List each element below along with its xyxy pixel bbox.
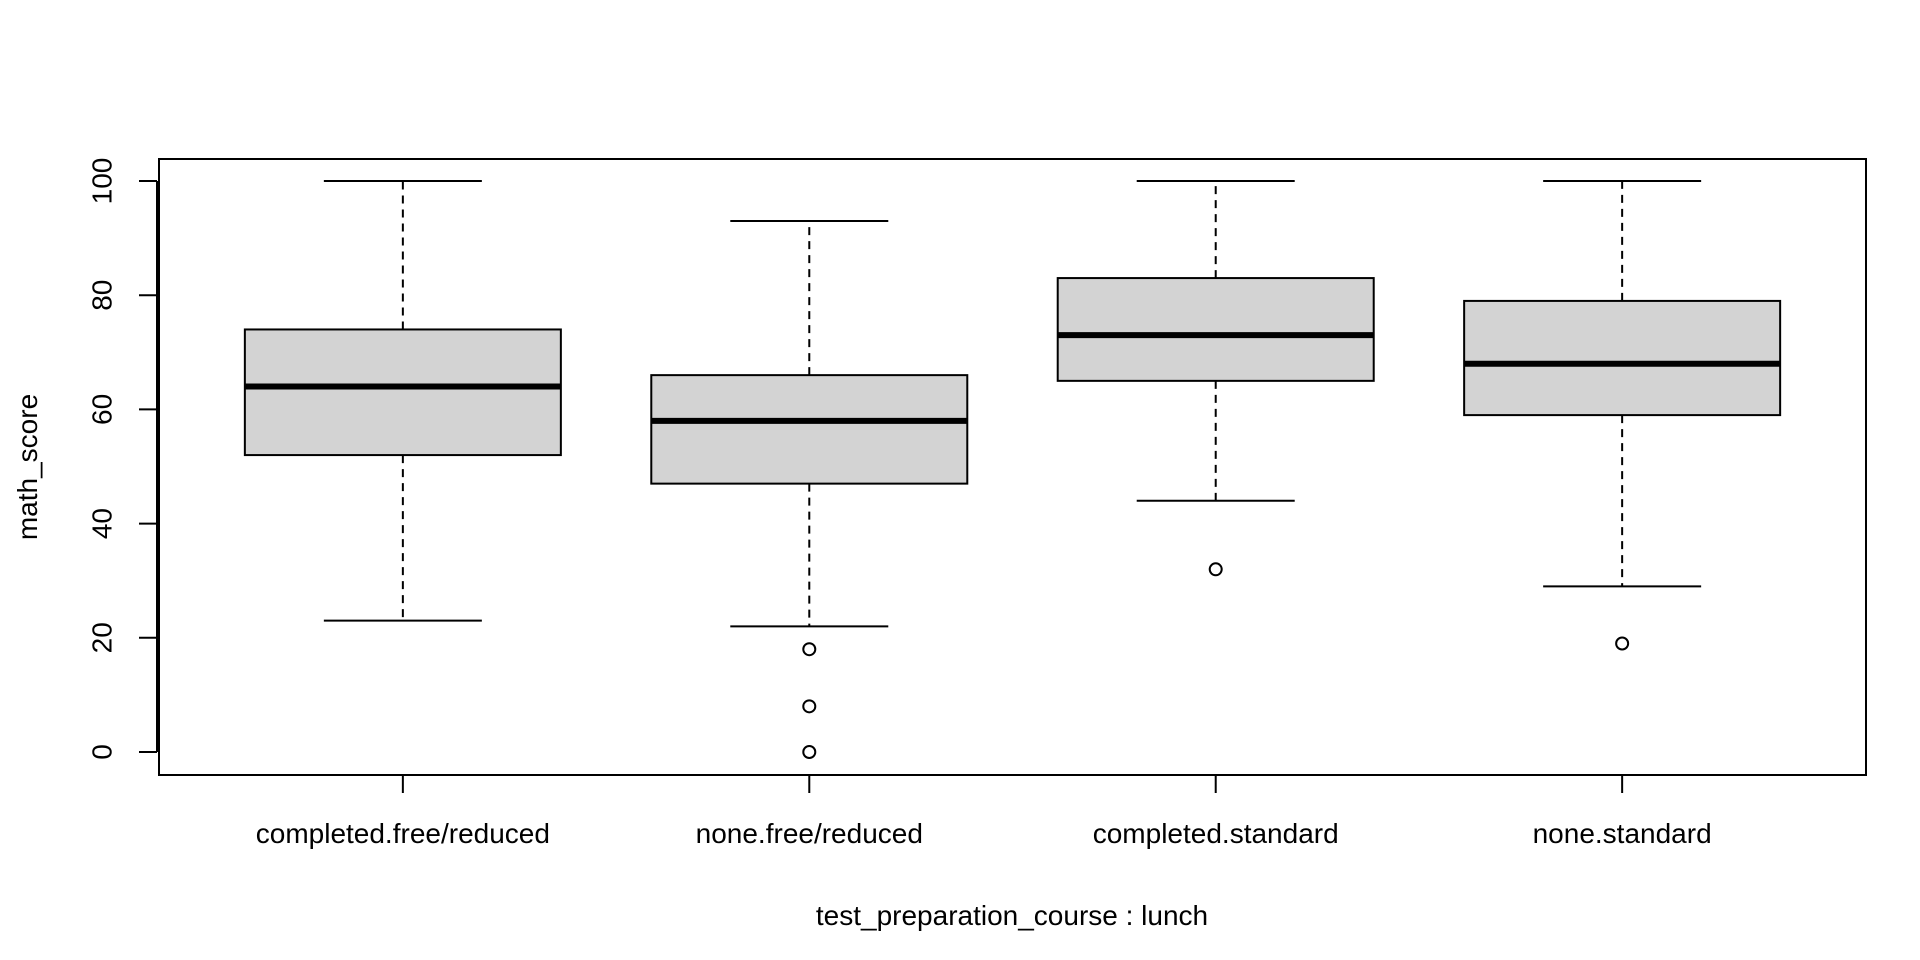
box-group	[1056, 180, 1375, 577]
box-series	[243, 180, 1782, 759]
box-group	[650, 219, 969, 759]
box-group	[243, 180, 562, 622]
x-axis-title: test_preparation_course : lunch	[816, 900, 1208, 931]
x-tick-label: completed.free/reduced	[256, 818, 550, 849]
y-tick-label: 100	[86, 158, 117, 205]
y-tick-label: 60	[86, 394, 117, 425]
x-tick-label: none.free/reduced	[696, 818, 923, 849]
box-group	[1463, 180, 1782, 651]
iqr-box	[650, 374, 969, 485]
iqr-box	[1056, 277, 1375, 382]
x-axis: completed.free/reduced none.free/reduced c…	[256, 775, 1712, 849]
y-axis: 0 20 40 60 80 100	[86, 158, 158, 760]
iqr-box	[1463, 299, 1782, 417]
outlier-point	[802, 642, 817, 657]
plot-frame	[158, 158, 1867, 776]
outlier-point	[802, 745, 817, 759]
outlier-point	[1208, 562, 1223, 577]
x-tick-label: completed.standard	[1093, 818, 1339, 849]
y-tick-label: 40	[86, 508, 117, 539]
x-tick-label: none.standard	[1533, 818, 1712, 849]
y-tick-label: 20	[86, 622, 117, 653]
iqr-box	[243, 328, 562, 457]
y-tick-label: 0	[86, 744, 117, 760]
y-axis-title: math_score	[12, 394, 43, 540]
outlier-point	[802, 699, 817, 714]
y-tick-label: 80	[86, 280, 117, 311]
outlier-point	[1615, 636, 1630, 651]
